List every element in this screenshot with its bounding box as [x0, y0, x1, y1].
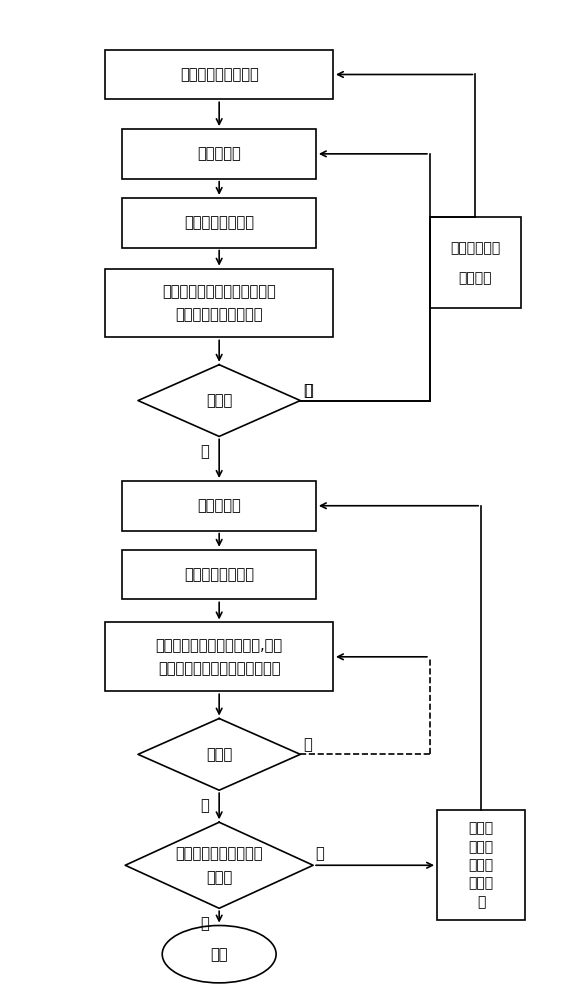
- Text: 最大迭代数或体积约束: 最大迭代数或体积约束: [175, 846, 263, 861]
- Text: 结束: 结束: [210, 947, 228, 962]
- Text: 下一层优化模: 下一层优化模: [450, 241, 501, 255]
- Bar: [105, 622, 333, 691]
- Text: 比: 比: [477, 895, 485, 909]
- Bar: [122, 198, 316, 248]
- Text: 最佳准则更新密度变量: 最佳准则更新密度变量: [175, 307, 263, 322]
- Text: 实心单元不变，抑制低密度单元: 实心单元不变，抑制低密度单元: [158, 661, 281, 676]
- Bar: [105, 50, 333, 99]
- Text: 否: 否: [316, 846, 324, 861]
- Text: 满足否: 满足否: [206, 870, 232, 885]
- Text: 收敛否: 收敛否: [206, 393, 232, 408]
- Bar: [430, 217, 521, 308]
- Text: 留单元: 留单元: [469, 840, 494, 854]
- Text: 型的建立: 型的建立: [459, 271, 492, 285]
- Bar: [122, 481, 316, 531]
- Text: 否: 否: [303, 737, 312, 752]
- Ellipse shape: [162, 926, 276, 983]
- Text: 是: 是: [201, 798, 209, 813]
- Text: 大体积: 大体积: [469, 877, 494, 891]
- Text: 保持上一层实心单元不变根据: 保持上一层实心单元不变根据: [162, 284, 276, 299]
- Text: 数和增: 数和增: [469, 858, 494, 872]
- Text: 初始优化模型的建立: 初始优化模型的建立: [180, 67, 259, 82]
- Text: 收敛否: 收敛否: [206, 747, 232, 762]
- Text: 有限元分析: 有限元分析: [197, 498, 241, 513]
- Bar: [437, 810, 525, 920]
- Text: 是: 是: [201, 444, 209, 459]
- Bar: [122, 550, 316, 599]
- Text: 修改保: 修改保: [469, 822, 494, 836]
- Text: 是: 是: [201, 916, 209, 931]
- Text: 否: 否: [305, 383, 313, 398]
- Text: 灵敏度计算和过滤: 灵敏度计算和过滤: [184, 215, 254, 230]
- Text: 有限元分析: 有限元分析: [197, 146, 241, 161]
- Bar: [105, 269, 333, 337]
- Text: 否: 否: [303, 383, 312, 398]
- Text: 根据最佳准则更新密度变量,保持: 根据最佳准则更新密度变量,保持: [156, 638, 283, 653]
- Bar: [122, 129, 316, 179]
- Text: 灵敏度计算和过滤: 灵敏度计算和过滤: [184, 567, 254, 582]
